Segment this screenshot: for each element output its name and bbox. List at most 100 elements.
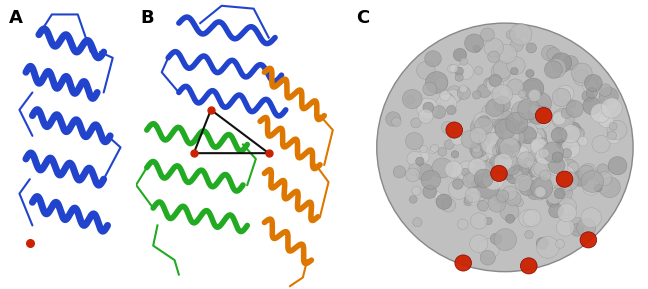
Circle shape xyxy=(488,195,506,212)
Circle shape xyxy=(533,178,555,199)
Circle shape xyxy=(584,74,602,92)
Circle shape xyxy=(487,154,508,175)
Circle shape xyxy=(551,127,567,143)
Circle shape xyxy=(480,165,489,174)
Circle shape xyxy=(424,51,441,67)
Circle shape xyxy=(552,108,574,130)
Circle shape xyxy=(607,120,627,140)
Circle shape xyxy=(474,117,492,135)
Circle shape xyxy=(601,98,622,118)
Circle shape xyxy=(470,127,487,144)
Circle shape xyxy=(465,34,483,52)
Circle shape xyxy=(500,140,518,158)
Circle shape xyxy=(491,233,502,244)
Circle shape xyxy=(503,130,511,138)
Circle shape xyxy=(520,151,529,159)
Circle shape xyxy=(572,171,588,186)
Circle shape xyxy=(434,192,441,199)
Circle shape xyxy=(464,198,472,206)
Circle shape xyxy=(497,141,508,152)
Circle shape xyxy=(536,237,548,249)
Circle shape xyxy=(525,230,533,239)
Circle shape xyxy=(445,161,462,178)
Circle shape xyxy=(530,105,538,113)
Circle shape xyxy=(407,151,422,166)
Circle shape xyxy=(509,24,532,45)
Point xyxy=(264,151,274,155)
Circle shape xyxy=(472,148,481,157)
Circle shape xyxy=(484,38,503,57)
Circle shape xyxy=(522,78,544,99)
Circle shape xyxy=(476,161,492,177)
Circle shape xyxy=(537,138,548,148)
Circle shape xyxy=(494,143,504,153)
Circle shape xyxy=(497,136,515,152)
Circle shape xyxy=(481,28,494,41)
Circle shape xyxy=(518,152,535,168)
Circle shape xyxy=(441,121,454,134)
Circle shape xyxy=(511,101,533,122)
Circle shape xyxy=(406,133,423,150)
Circle shape xyxy=(562,183,571,191)
Circle shape xyxy=(525,132,543,150)
Circle shape xyxy=(519,122,537,140)
Circle shape xyxy=(535,108,552,124)
Circle shape xyxy=(515,164,529,177)
Circle shape xyxy=(473,171,482,179)
Circle shape xyxy=(519,210,537,227)
Circle shape xyxy=(461,168,469,176)
Circle shape xyxy=(464,195,473,204)
Circle shape xyxy=(436,95,457,114)
Circle shape xyxy=(491,109,513,130)
Circle shape xyxy=(421,170,441,189)
Circle shape xyxy=(497,44,517,63)
Circle shape xyxy=(548,158,565,174)
Circle shape xyxy=(489,154,509,174)
Circle shape xyxy=(580,232,597,248)
Circle shape xyxy=(498,136,516,154)
Circle shape xyxy=(411,118,421,128)
Circle shape xyxy=(542,178,551,187)
Circle shape xyxy=(470,141,487,158)
Circle shape xyxy=(432,158,453,178)
Circle shape xyxy=(465,188,481,203)
Circle shape xyxy=(473,112,492,131)
Circle shape xyxy=(489,74,502,87)
Circle shape xyxy=(478,178,499,199)
Circle shape xyxy=(507,57,525,74)
Circle shape xyxy=(481,133,503,154)
Circle shape xyxy=(581,163,596,179)
Circle shape xyxy=(500,86,511,97)
Circle shape xyxy=(586,87,597,98)
Circle shape xyxy=(523,156,537,170)
Circle shape xyxy=(540,170,551,181)
Circle shape xyxy=(496,136,518,158)
Circle shape xyxy=(557,85,574,102)
Circle shape xyxy=(481,104,500,122)
Circle shape xyxy=(583,78,597,92)
Circle shape xyxy=(467,193,480,205)
Circle shape xyxy=(507,139,520,152)
Circle shape xyxy=(530,138,547,154)
Circle shape xyxy=(542,45,558,61)
Circle shape xyxy=(500,117,518,136)
Circle shape xyxy=(483,132,492,141)
Circle shape xyxy=(552,88,571,107)
Circle shape xyxy=(526,69,534,77)
Circle shape xyxy=(583,179,599,195)
Circle shape xyxy=(570,224,583,236)
Circle shape xyxy=(488,82,497,91)
Text: B: B xyxy=(141,9,154,27)
Circle shape xyxy=(564,122,581,139)
Circle shape xyxy=(531,163,546,177)
Circle shape xyxy=(423,102,434,113)
Circle shape xyxy=(505,214,515,223)
Circle shape xyxy=(417,61,435,79)
Circle shape xyxy=(511,129,519,136)
Circle shape xyxy=(536,148,553,165)
Circle shape xyxy=(470,213,487,229)
Circle shape xyxy=(454,48,467,61)
Circle shape xyxy=(492,144,507,158)
Circle shape xyxy=(488,51,500,63)
Circle shape xyxy=(583,97,601,115)
